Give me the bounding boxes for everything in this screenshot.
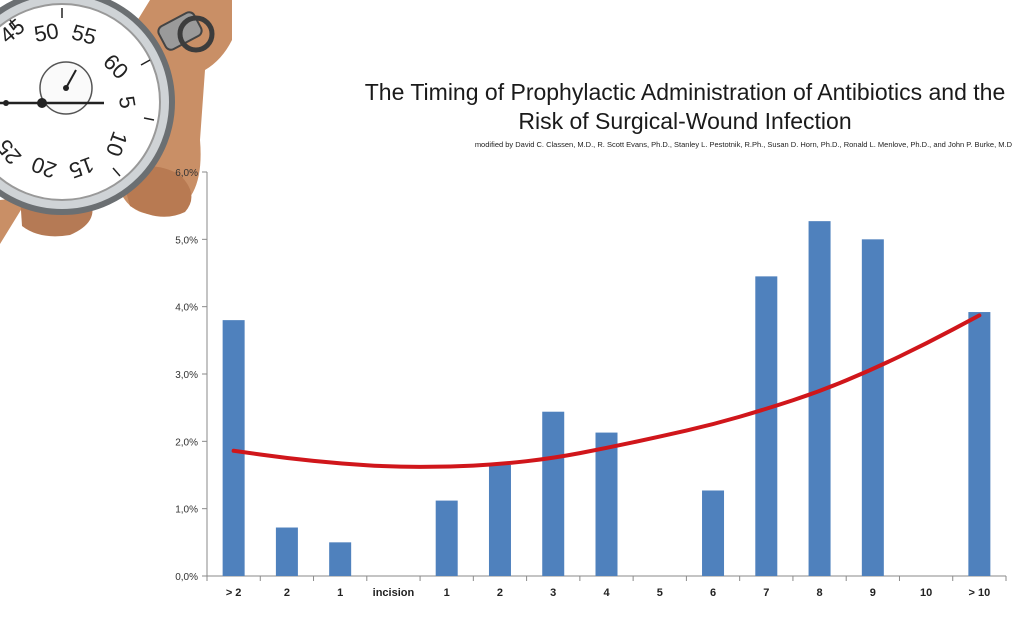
bar [275, 527, 298, 576]
bar [595, 432, 618, 576]
dial-number: 5 [114, 94, 141, 110]
y-tick-label: 6,0% [175, 168, 198, 179]
title-line-1: The Timing of Prophylactic Administratio… [364, 79, 1006, 105]
x-tick-label: 4 [603, 587, 610, 599]
x-tick-label: 1 [337, 587, 343, 599]
x-tick-label: 7 [763, 587, 769, 599]
sub-dial-pivot [63, 85, 69, 91]
x-tick-label: > 10 [969, 587, 991, 599]
bar [542, 411, 565, 576]
x-tick-label: 1 [444, 587, 450, 599]
bar [329, 542, 352, 576]
chart-bars [222, 221, 991, 577]
chart-title: The Timing of Prophylactic Administratio… [340, 78, 1024, 136]
dial-number: 50 [32, 18, 60, 47]
bar [808, 221, 831, 577]
x-tick-label: > 2 [226, 587, 242, 599]
title-line-2: Risk of Surgical-Wound Infection [518, 108, 852, 134]
x-tick-label: 10 [920, 587, 932, 599]
x-tick-label: 3 [550, 587, 556, 599]
bar [435, 500, 458, 576]
bar [702, 490, 725, 576]
dial-ticks [9, 8, 155, 177]
bar [968, 312, 991, 576]
x-tick-label: incision [373, 587, 415, 599]
bar [488, 464, 511, 576]
hand-pivot-small [3, 100, 9, 106]
y-tick-label: 2,0% [175, 437, 198, 448]
x-tick-label: 2 [497, 587, 503, 599]
x-tick-label: 9 [870, 587, 876, 599]
chart-labels: 0,0% 1,0% 2,0% 3,0% 4,0% 5,0% 6,0% > 2 2 1 incisio… [175, 168, 990, 599]
y-tick-label: 4,0% [175, 303, 198, 314]
x-tick-label: 2 [284, 587, 290, 599]
hand-pivot [37, 98, 47, 108]
bar [861, 239, 884, 577]
chart-trendline-group [231, 313, 982, 469]
y-tick-label: 1,0% [175, 505, 198, 516]
x-tick-label: 8 [817, 587, 823, 599]
chart-subtitle: modified by David C. Classen, M.D., R. S… [474, 140, 1012, 149]
y-tick-label: 3,0% [175, 370, 198, 381]
crown-ring [177, 15, 215, 53]
x-tick-label: 5 [657, 587, 663, 599]
y-tick-label: 5,0% [175, 235, 198, 246]
trendline [231, 313, 982, 469]
x-tick-label: 6 [710, 587, 716, 599]
bar [222, 320, 245, 576]
y-tick-label: 0,0% [175, 572, 198, 583]
stopwatch-image: 50 55 60 5 10 15 20 25 45 [0, 0, 232, 244]
sub-dial-hand [65, 69, 77, 89]
bar [755, 276, 778, 576]
